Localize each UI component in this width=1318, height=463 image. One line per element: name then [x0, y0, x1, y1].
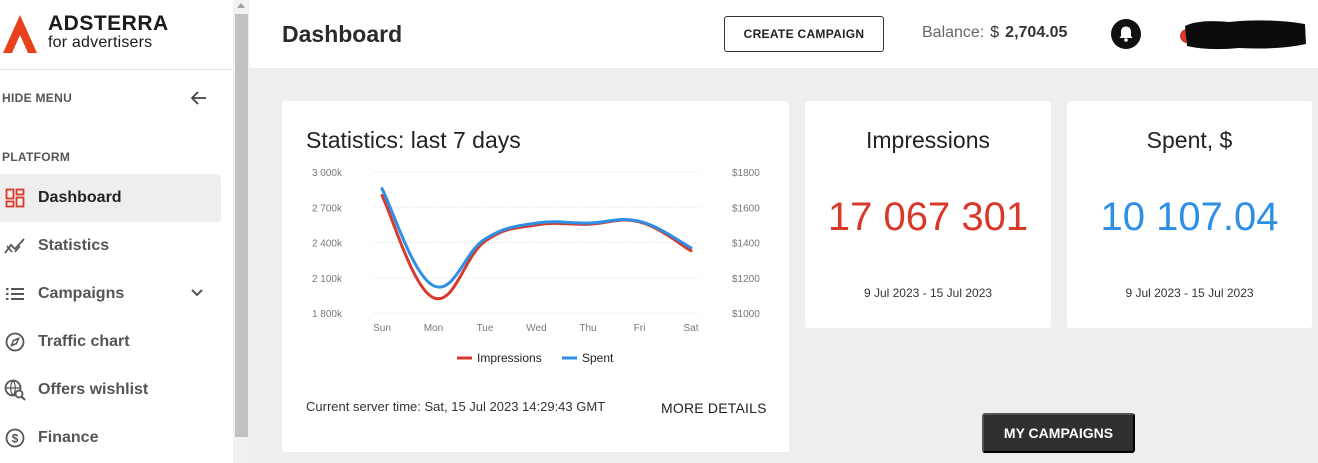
my-campaigns-button[interactable]: MY CAMPAIGNS [982, 413, 1135, 453]
bell-icon [1119, 26, 1133, 42]
x-tick-label: Mon [424, 323, 443, 334]
y-left-tick-label: 2 400k [312, 239, 343, 250]
sidebar-item-label: Finance [38, 429, 99, 446]
balance-label: Balance: [922, 24, 985, 41]
sidebar-item-campaigns[interactable]: Campaigns [0, 270, 221, 318]
legend-label: Spent [582, 351, 614, 365]
hide-menu-label: HIDE MENU [2, 91, 73, 105]
chevron-down-icon[interactable] [189, 285, 205, 306]
sidebar-item-offers-wishlist[interactable]: Offers wishlist [0, 366, 221, 414]
scrollbar-thumb[interactable] [235, 14, 248, 437]
statistics-card: Statistics: last 7 days 3 000k $1800 2 700… [282, 101, 789, 452]
impressions-title: Impressions [866, 127, 990, 153]
globe-search-icon [4, 379, 26, 401]
top-header: Dashboard CREATE CAMPAIGN Balance: $2,704… [249, 0, 1318, 68]
sidebar-item-label: Campaigns [38, 285, 125, 302]
scroll-up-icon[interactable] [237, 3, 245, 8]
section-label-platform: PLATFORM [2, 150, 71, 164]
sidebar: ADSTERRA for advertisers HIDE MENU PLATF… [0, 0, 233, 463]
sidebar-item-label: Offers wishlist [38, 381, 149, 398]
sidebar-item-label: Statistics [38, 237, 110, 254]
sidebar-item-label: Traffic chart [38, 333, 130, 350]
statistics-title: Statistics: last 7 days [306, 127, 521, 153]
y-right-tick-label: $1600 [732, 203, 760, 214]
y-left-tick-label: 3 000k [312, 168, 343, 179]
brand-tagline: for advertisers [48, 34, 153, 51]
sidebar-item-label: Dashboard [38, 189, 122, 206]
user-menu-redacted[interactable] [1179, 16, 1307, 52]
y-right-tick-label: $1200 [732, 274, 760, 285]
y-left-tick-label: 2 700k [312, 203, 343, 214]
arrow-left-icon [190, 91, 206, 105]
x-tick-label: Wed [526, 323, 546, 334]
impressions-card: Impressions 17 067 301 9 Jul 2023 - 15 J… [805, 101, 1051, 328]
dollar-circle-icon: $ [4, 427, 26, 449]
series-line-spent [380, 187, 693, 289]
balance-currency: $ [990, 24, 1000, 41]
sidebar-item-statistics[interactable]: Statistics [0, 222, 221, 270]
impressions-date-range: 9 Jul 2023 - 15 Jul 2023 [863, 286, 993, 300]
svg-text:$: $ [12, 432, 19, 446]
x-tick-label: Tue [477, 323, 494, 334]
x-tick-label: Sun [373, 323, 391, 334]
x-tick-label: Thu [579, 323, 596, 334]
adsterra-logo-icon [3, 15, 37, 53]
spent-card: Spent, $ 10 107.04 9 Jul 2023 - 15 Jul 2… [1067, 101, 1312, 328]
y-left-tick-label: 2 100k [312, 274, 343, 285]
y-right-tick-label: $1000 [732, 309, 760, 320]
legend-label: Impressions [477, 351, 542, 365]
sidebar-item-finance[interactable]: $ Finance [0, 414, 221, 462]
server-time: Current server time: Sat, 15 Jul 2023 14… [306, 399, 606, 414]
sidebar-scrollbar[interactable] [233, 0, 249, 463]
balance-amount: 2,704.05 [1005, 24, 1068, 41]
y-right-tick-label: $1400 [732, 239, 760, 250]
create-campaign-button[interactable]: CREATE CAMPAIGN [724, 16, 884, 52]
balance: Balance: $2,704.05 [922, 24, 1067, 42]
compass-icon [4, 331, 26, 353]
y-right-tick-label: $1800 [732, 168, 760, 179]
list-icon [4, 283, 26, 305]
sidebar-item-traffic-chart[interactable]: Traffic chart [0, 318, 221, 366]
sidebar-item-dashboard[interactable]: Dashboard [0, 174, 221, 222]
spent-value: 10 107.04 [1100, 195, 1279, 239]
brand-name: ADSTERRA [48, 12, 169, 35]
logo[interactable]: ADSTERRA for advertisers [0, 10, 169, 60]
statistics-line-chart: 3 000k $1800 2 700k $1600 2 400k $1400 2 100k $… [312, 168, 760, 365]
hide-menu-button[interactable]: HIDE MENU [0, 84, 220, 112]
page-title: Dashboard [282, 21, 403, 47]
statistics-icon [4, 235, 26, 257]
notifications-button[interactable] [1111, 19, 1141, 49]
divider [0, 69, 233, 70]
spent-date-range: 9 Jul 2023 - 15 Jul 2023 [1125, 286, 1254, 300]
dashboard-grid-icon [4, 187, 26, 209]
spent-title: Spent, $ [1146, 127, 1233, 153]
y-left-tick-label: 1 800k [312, 309, 343, 320]
x-tick-label: Sat [683, 323, 698, 334]
impressions-value: 17 067 301 [827, 195, 1029, 239]
more-details-link[interactable]: MORE DETAILS [661, 400, 767, 416]
sidebar-nav: Dashboard Statistics Campaigns Traffic c… [0, 174, 221, 462]
x-tick-label: Fri [634, 323, 646, 334]
